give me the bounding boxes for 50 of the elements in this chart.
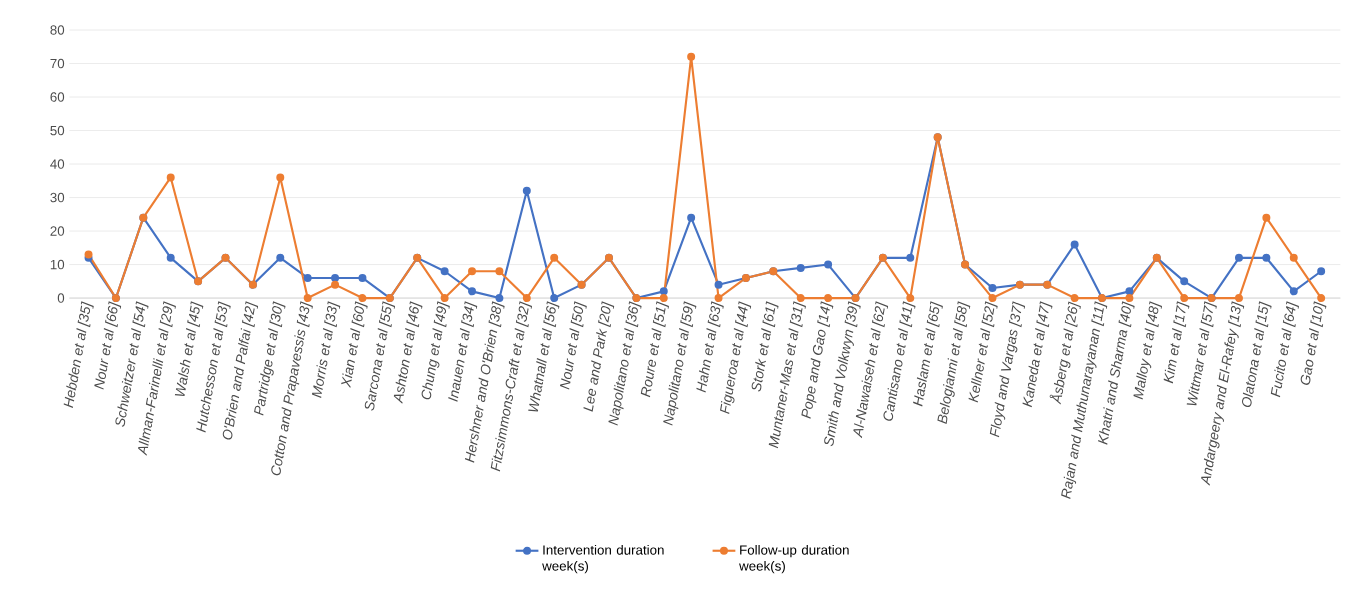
point [1234, 253, 1243, 262]
point [550, 253, 559, 262]
point [495, 267, 504, 276]
point [331, 273, 340, 282]
point [1317, 267, 1326, 276]
point [1289, 253, 1298, 262]
point [714, 280, 723, 289]
point [1262, 253, 1271, 262]
point [1262, 213, 1271, 222]
point [796, 263, 805, 272]
point [276, 173, 285, 182]
y-tick-label: 0 [57, 293, 65, 303]
point [687, 52, 696, 61]
x-tick-label: Nour et al [50] [559, 301, 587, 390]
x-tick-label: Xian et al [60] [341, 301, 368, 388]
x-tick-label: Gao et al [10] [1300, 301, 1327, 385]
point [522, 186, 531, 195]
point [303, 273, 312, 282]
point [906, 253, 915, 262]
y-tick-label: 70 [50, 58, 65, 69]
point [1289, 287, 1298, 296]
x-tick-label: Kim et al [17] [1163, 301, 1190, 384]
point [1125, 287, 1134, 296]
legend-label: Follow-up duration week(s) [739, 544, 849, 574]
y-tick-label: 50 [50, 125, 65, 136]
point [687, 213, 696, 222]
point [358, 273, 367, 282]
point [276, 253, 285, 262]
point [1070, 240, 1079, 249]
point [166, 173, 175, 182]
point [659, 287, 668, 296]
y-tick-label: 20 [50, 226, 65, 236]
y-tick-label: 40 [50, 159, 65, 169]
point [468, 287, 477, 296]
y-tick-label: 10 [50, 259, 65, 270]
x-tick-label: Stork et al [61] [751, 301, 779, 392]
point [1180, 277, 1189, 286]
y-tick-label: 60 [50, 92, 65, 102]
legend-label: Intervention duration week(s) [542, 544, 664, 574]
point [331, 280, 340, 289]
point [824, 260, 833, 269]
point [988, 283, 997, 292]
x-tick-label: Hahn et al [63] [696, 301, 724, 393]
x-tick-label: Hebden et al [35] [63, 301, 94, 408]
point [468, 267, 477, 276]
x-tick-label: Nour et al [66] [94, 301, 122, 390]
point [440, 267, 449, 276]
y-tick-label: 30 [50, 192, 65, 203]
point [166, 253, 175, 262]
y-tick-label: 80 [50, 25, 65, 35]
